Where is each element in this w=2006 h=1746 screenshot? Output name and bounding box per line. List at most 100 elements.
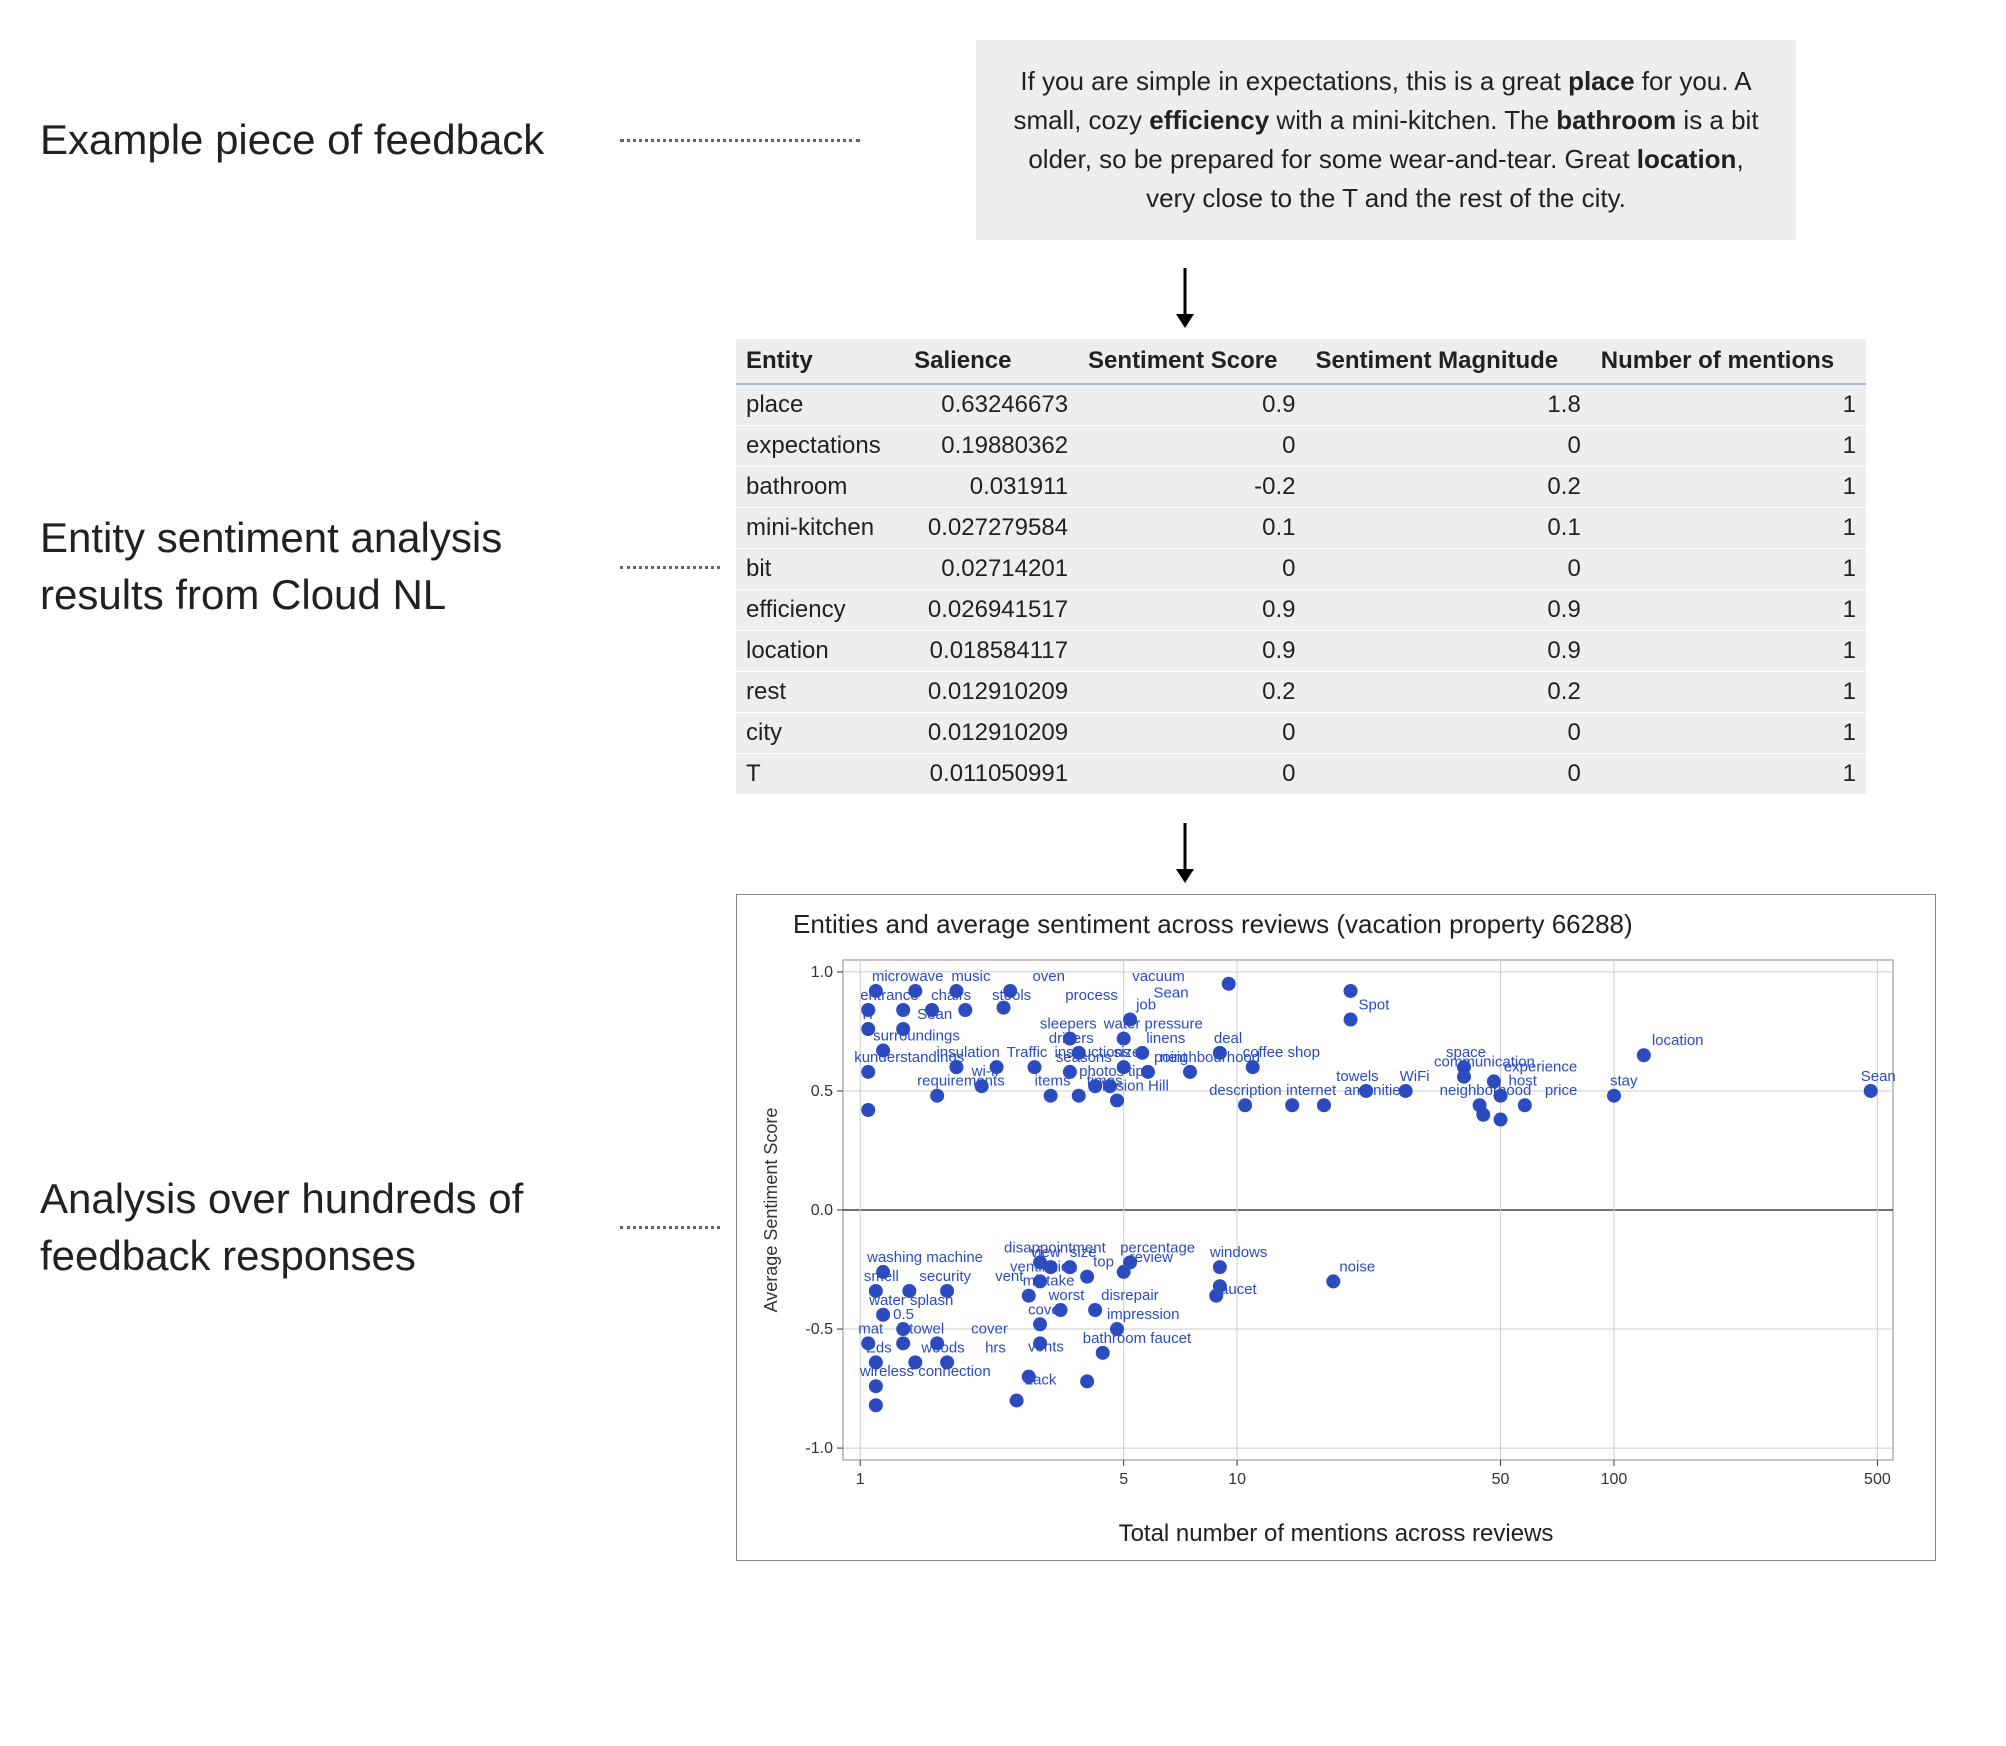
chart-title: Entities and average sentiment across re… bbox=[753, 909, 1919, 940]
table-cell: bit bbox=[736, 549, 904, 590]
table-cell: bathroom bbox=[736, 467, 904, 508]
svg-text:bathroom faucet: bathroom faucet bbox=[1083, 1330, 1192, 1347]
svg-text:cover: cover bbox=[1028, 1301, 1065, 1318]
table-header: Sentiment Score bbox=[1078, 339, 1305, 384]
table-cell: 0.9 bbox=[1078, 590, 1305, 631]
entity-table: EntitySalienceSentiment ScoreSentiment M… bbox=[736, 339, 1866, 795]
svg-text:coffee shop: coffee shop bbox=[1243, 1044, 1320, 1061]
svg-text:Sean: Sean bbox=[1861, 1068, 1896, 1085]
svg-text:Traffic: Traffic bbox=[1007, 1044, 1048, 1061]
svg-text:percentage: percentage bbox=[1120, 1239, 1195, 1256]
svg-text:500: 500 bbox=[1864, 1471, 1891, 1488]
svg-text:neighborhood: neighborhood bbox=[1440, 1082, 1532, 1099]
svg-text:noise: noise bbox=[1339, 1258, 1375, 1275]
svg-text:vents: vents bbox=[1028, 1338, 1064, 1355]
table-cell: 0.9 bbox=[1305, 590, 1590, 631]
table-cell: 0 bbox=[1078, 713, 1305, 754]
svg-text:requirements: requirements bbox=[917, 1073, 1005, 1090]
table-cell: 1 bbox=[1591, 384, 1866, 426]
svg-text:cover: cover bbox=[971, 1320, 1008, 1337]
table-cell: -0.2 bbox=[1078, 467, 1305, 508]
table-cell: 0.012910209 bbox=[904, 713, 1078, 754]
feedback-box: If you are simple in expectations, this … bbox=[976, 40, 1796, 240]
svg-text:stools: stools bbox=[992, 987, 1031, 1004]
svg-text:internet: internet bbox=[1286, 1082, 1337, 1099]
table-cell: 0 bbox=[1305, 754, 1590, 795]
svg-text:mat: mat bbox=[858, 1320, 884, 1337]
table-header: Number of mentions bbox=[1591, 339, 1866, 384]
table-cell: 0 bbox=[1305, 713, 1590, 754]
svg-text:size: size bbox=[1070, 1244, 1097, 1261]
svg-text:Spot: Spot bbox=[1359, 997, 1391, 1014]
table-cell: 0.031911 bbox=[904, 467, 1078, 508]
svg-text:oven: oven bbox=[1032, 968, 1065, 985]
svg-text:process: process bbox=[1065, 987, 1118, 1004]
svg-text:IT: IT bbox=[862, 1006, 875, 1023]
table-row: bathroom0.031911-0.20.21 bbox=[736, 467, 1866, 508]
table-cell: 1.8 bbox=[1305, 384, 1590, 426]
table-cell: city bbox=[736, 713, 904, 754]
svg-text:hrs: hrs bbox=[985, 1339, 1006, 1356]
svg-text:1.0: 1.0 bbox=[811, 964, 833, 981]
svg-text:windows: windows bbox=[1209, 1244, 1268, 1261]
svg-text:description: description bbox=[1209, 1082, 1282, 1099]
table-cell: 1 bbox=[1591, 713, 1866, 754]
arrow-2 bbox=[620, 815, 1750, 894]
table-cell: 0.027279584 bbox=[904, 508, 1078, 549]
table-cell: 0.63246673 bbox=[904, 384, 1078, 426]
table-cell: 0.9 bbox=[1078, 631, 1305, 672]
table-cell: 1 bbox=[1591, 672, 1866, 713]
svg-text:impression: impression bbox=[1107, 1306, 1180, 1323]
table-col: EntitySalienceSentiment ScoreSentiment M… bbox=[736, 339, 1966, 795]
table-cell: place bbox=[736, 384, 904, 426]
svg-text:Sean: Sean bbox=[1154, 985, 1189, 1002]
svg-text:disrepair: disrepair bbox=[1101, 1287, 1159, 1304]
svg-text:microwave: microwave bbox=[872, 968, 944, 985]
table-cell: 0.2 bbox=[1305, 672, 1590, 713]
table-cell: 1 bbox=[1591, 631, 1866, 672]
svg-text:surroundings: surroundings bbox=[873, 1027, 960, 1044]
svg-text:entrance: entrance bbox=[860, 987, 918, 1004]
table-cell: 1 bbox=[1591, 590, 1866, 631]
table-cell: 0.9 bbox=[1305, 631, 1590, 672]
svg-text:linens: linens bbox=[1146, 1030, 1185, 1047]
svg-text:0.0: 0.0 bbox=[811, 1202, 833, 1219]
svg-text:price: price bbox=[1545, 1082, 1578, 1099]
table-cell: 1 bbox=[1591, 467, 1866, 508]
connector-1 bbox=[620, 139, 860, 142]
table-cell: 0 bbox=[1305, 426, 1590, 467]
table-cell: expectations bbox=[736, 426, 904, 467]
svg-text:10: 10 bbox=[1228, 1471, 1246, 1488]
table-row: location0.0185841170.90.91 bbox=[736, 631, 1866, 672]
svg-text:1: 1 bbox=[856, 1471, 865, 1488]
svg-text:security: security bbox=[919, 1268, 971, 1285]
table-cell: 1 bbox=[1591, 754, 1866, 795]
svg-text:Eds: Eds bbox=[866, 1339, 892, 1356]
chart-container: Entities and average sentiment across re… bbox=[736, 894, 1936, 1561]
svg-text:job: job bbox=[1135, 997, 1156, 1014]
svg-text:Sean: Sean bbox=[917, 1006, 952, 1023]
table-cell: 0.02714201 bbox=[904, 549, 1078, 590]
chart-col: Entities and average sentiment across re… bbox=[736, 894, 1966, 1561]
table-cell: 0.012910209 bbox=[904, 672, 1078, 713]
connector-3 bbox=[620, 1226, 720, 1229]
svg-text:insulation: insulation bbox=[936, 1044, 999, 1061]
svg-text:5: 5 bbox=[1119, 1471, 1128, 1488]
table-row: bit0.02714201001 bbox=[736, 549, 1866, 590]
svg-text:100: 100 bbox=[1601, 1471, 1628, 1488]
table-cell: 1 bbox=[1591, 549, 1866, 590]
row-table: Entity sentiment analysis results from C… bbox=[40, 339, 1966, 795]
table-row: rest0.0129102090.20.21 bbox=[736, 672, 1866, 713]
svg-text:0.5: 0.5 bbox=[811, 1083, 833, 1100]
svg-text:chairs: chairs bbox=[931, 987, 971, 1004]
table-row: expectations0.19880362001 bbox=[736, 426, 1866, 467]
svg-text:location: location bbox=[1652, 1032, 1704, 1049]
label-chart: Analysis over hundreds of feedback respo… bbox=[40, 1171, 620, 1284]
svg-text:amenities: amenities bbox=[1344, 1082, 1408, 1099]
arrow-1 bbox=[620, 260, 1750, 339]
svg-text:towel: towel bbox=[909, 1320, 944, 1337]
scatter-chart: -1.0-0.50.00.51.0151050100500Average Sen… bbox=[753, 950, 1913, 1510]
svg-text:music: music bbox=[951, 968, 991, 985]
connector-2 bbox=[620, 566, 720, 569]
table-row: T0.011050991001 bbox=[736, 754, 1866, 795]
